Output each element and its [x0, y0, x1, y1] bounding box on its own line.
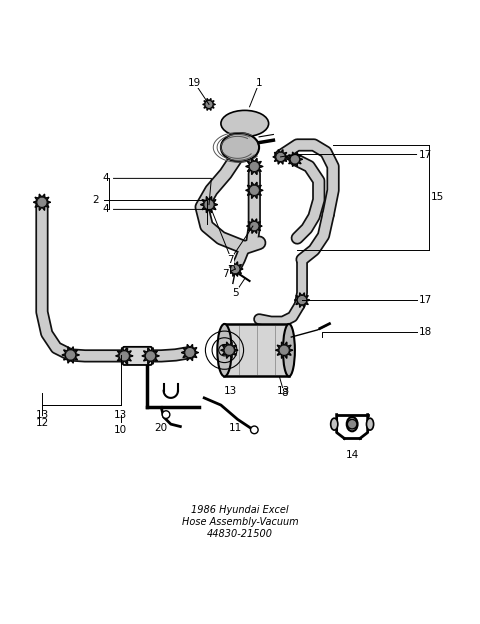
- Polygon shape: [200, 197, 217, 213]
- Polygon shape: [294, 293, 310, 308]
- Text: 17: 17: [419, 150, 432, 160]
- Text: 13: 13: [224, 386, 237, 396]
- Polygon shape: [251, 223, 258, 230]
- Polygon shape: [34, 194, 50, 210]
- Polygon shape: [247, 219, 262, 233]
- Polygon shape: [226, 346, 233, 354]
- Polygon shape: [181, 344, 199, 361]
- Polygon shape: [273, 150, 288, 164]
- Text: 13: 13: [114, 410, 127, 420]
- Polygon shape: [277, 154, 284, 160]
- Polygon shape: [203, 99, 215, 110]
- Polygon shape: [251, 163, 258, 170]
- Text: 20: 20: [155, 422, 168, 432]
- Text: 1: 1: [256, 78, 263, 88]
- Ellipse shape: [366, 418, 373, 430]
- Polygon shape: [228, 262, 243, 276]
- Text: 7: 7: [222, 269, 229, 279]
- Ellipse shape: [283, 324, 295, 376]
- FancyBboxPatch shape: [123, 347, 152, 365]
- Text: 4: 4: [102, 205, 109, 215]
- Polygon shape: [147, 352, 155, 360]
- Polygon shape: [291, 156, 298, 163]
- Polygon shape: [62, 347, 79, 363]
- Circle shape: [251, 426, 258, 434]
- Polygon shape: [276, 342, 293, 358]
- Text: 8: 8: [281, 388, 288, 398]
- Polygon shape: [116, 348, 133, 364]
- Polygon shape: [251, 187, 258, 194]
- Text: 7: 7: [227, 255, 234, 265]
- Text: 2: 2: [93, 195, 99, 205]
- Ellipse shape: [347, 417, 358, 431]
- Polygon shape: [120, 352, 128, 360]
- Polygon shape: [299, 296, 305, 303]
- Polygon shape: [206, 102, 212, 107]
- Polygon shape: [246, 158, 263, 175]
- Text: 4: 4: [102, 173, 109, 183]
- Ellipse shape: [221, 110, 269, 137]
- Text: 15: 15: [431, 192, 444, 202]
- Ellipse shape: [217, 324, 232, 376]
- Text: 17: 17: [419, 295, 432, 305]
- Polygon shape: [205, 201, 213, 208]
- Text: 13: 13: [36, 410, 48, 420]
- Circle shape: [348, 419, 357, 429]
- Text: 11: 11: [228, 422, 242, 432]
- Polygon shape: [221, 342, 238, 358]
- Text: 5: 5: [232, 288, 239, 298]
- Polygon shape: [287, 152, 302, 167]
- Text: 12: 12: [36, 418, 48, 428]
- Polygon shape: [142, 348, 159, 364]
- Polygon shape: [232, 266, 239, 273]
- Circle shape: [162, 411, 170, 419]
- Polygon shape: [38, 198, 46, 206]
- Polygon shape: [186, 349, 194, 356]
- Text: 10: 10: [114, 425, 127, 435]
- Text: 19: 19: [188, 78, 201, 88]
- Polygon shape: [246, 182, 263, 198]
- Polygon shape: [67, 351, 74, 359]
- Ellipse shape: [331, 418, 338, 430]
- Polygon shape: [280, 346, 288, 354]
- Text: 1986 Hyundai Excel
Hose Assembly-Vacuum
44830-21500: 1986 Hyundai Excel Hose Assembly-Vacuum …: [182, 505, 298, 539]
- Text: 18: 18: [419, 327, 432, 337]
- Ellipse shape: [221, 133, 259, 162]
- Text: 14: 14: [346, 451, 359, 461]
- FancyBboxPatch shape: [225, 324, 289, 376]
- Text: 13: 13: [276, 386, 290, 396]
